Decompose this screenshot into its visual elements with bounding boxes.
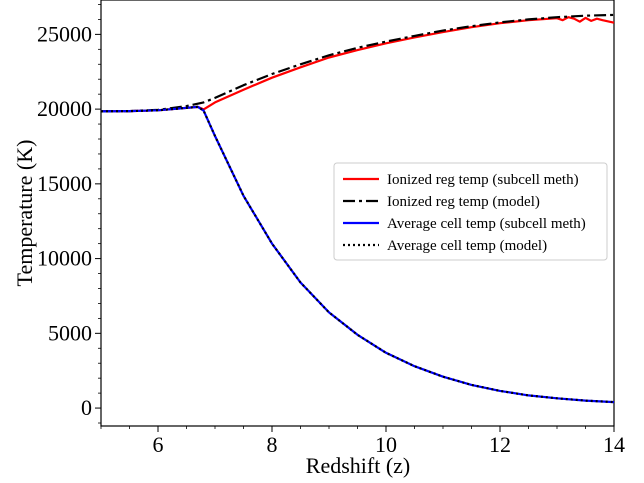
- x-axis-label: Redshift (z): [306, 453, 410, 478]
- series-line-3: [100, 105, 615, 404]
- x-tick-label: 8: [267, 432, 278, 457]
- legend-label-1: Ionized reg temp (subcell meth): [387, 172, 579, 188]
- y-tick-label: 0: [81, 395, 92, 420]
- y-axis-label: Temperature (K): [12, 140, 37, 287]
- x-tick-label: 6: [153, 432, 164, 457]
- legend-label-2: Ionized reg temp (model): [387, 194, 540, 210]
- x-tick-label: 12: [489, 432, 511, 457]
- series-layer: [100, 13, 615, 404]
- legend-box: [333, 162, 608, 261]
- legend-label-4: Average cell temp (model): [387, 238, 547, 254]
- y-tick-label: 25000: [37, 21, 92, 46]
- legend-label-3: Average cell temp (subcell meth): [387, 216, 586, 232]
- y-tick-label: 15000: [37, 171, 92, 196]
- y-tick-label: 20000: [37, 96, 92, 121]
- legend: Ionized reg temp (subcell meth) Ionized r…: [333, 162, 608, 261]
- ticks-layer: 6 8 10 12 14 0 5000 10000 15000 20000 25000: [37, 4, 625, 457]
- x-tick-label: 10: [375, 432, 397, 457]
- y-tick-label: 10000: [37, 246, 92, 271]
- y-tick-label: 5000: [48, 320, 92, 345]
- x-tick-label: 14: [603, 432, 625, 457]
